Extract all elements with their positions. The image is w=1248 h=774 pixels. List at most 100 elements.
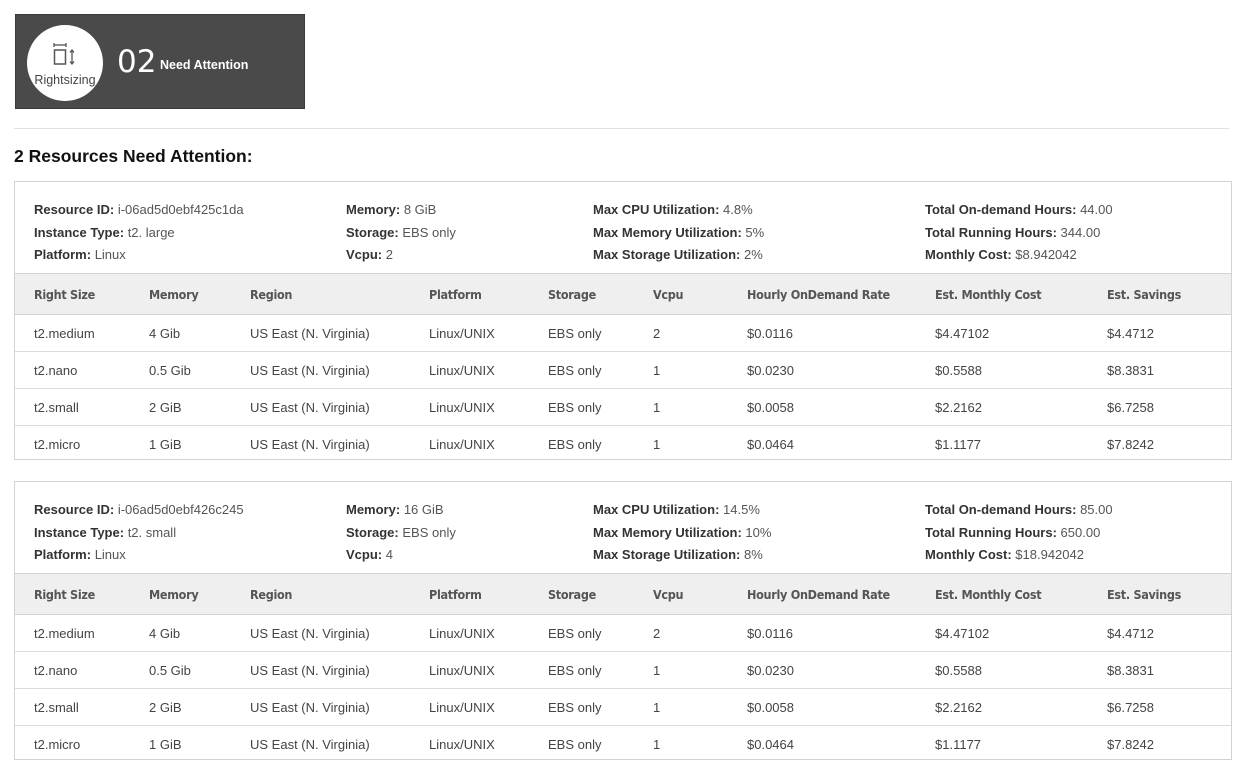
table-cell: $0.5588 [916,651,1088,689]
column-header: Est. Savings [1088,573,1231,615]
table-cell: EBS only [529,688,634,726]
storage-value: EBS only [402,524,456,540]
table-header-row: Right Size Memory Region Platform Storag… [15,573,1231,615]
table-row: t2.medium 4 Gib US East (N. Virginia) Linux… [15,614,1231,652]
resource-card: Resource ID: i-06ad5d0ebf426c245 Instanc… [14,481,1232,760]
summary-column-specs: Memory: 8 GiB Storage: EBS only Vcpu: 2 [346,199,456,267]
monthly-cost-value: $18.942042 [1015,547,1084,562]
rightsizing-label: Rightsizing [34,73,96,87]
memory-field: Memory: 8 GiB [346,199,456,222]
ondemand-hours-field: Total On-demand Hours: 85.00 [925,499,1113,522]
table-cell: $0.0230 [728,651,916,689]
table-cell: Linux/UNIX [429,436,495,452]
vcpu-field: Vcpu: 2 [346,244,456,267]
rightsize-options-table: Right Size Memory Region Platform Storag… [15,273,1231,463]
running-hours-label: Total Running Hours: [925,224,1057,240]
vcpu-value: 4 [385,547,393,562]
table-cell: 1 [634,651,728,689]
ondemand-hours-value: 44.00 [1080,202,1113,217]
table-cell: $0.0058 [728,688,916,726]
column-header: Region [231,573,410,615]
table-cell: $0.0116 [728,614,916,652]
ondemand-hours-label: Total On-demand Hours: [925,202,1077,217]
table-cell: $2.2162 [916,688,1088,726]
table-cell: Linux/UNIX [410,351,529,389]
table-cell: EBS only [529,388,634,426]
rightsize-options-table: Right Size Memory Region Platform Storag… [15,573,1231,763]
table-cell: $8.3831 [1088,651,1231,689]
column-header: Region [231,273,410,315]
table-cell: $0.0230 [728,351,916,389]
table-cell: 4 Gib [130,314,231,352]
table-cell: $2.2162 [916,388,1088,426]
vcpu-field: Vcpu: 4 [346,544,456,567]
max-cpu-value: 4.8% [723,202,753,217]
memory-field: Memory: 16 GiB [346,499,456,522]
max-cpu-field: Max CPU Utilization: 14.5% [593,499,771,522]
table-cell: US East (N. Virginia) [250,736,370,752]
column-header: Platform [410,573,529,615]
table-header-row: Right Size Memory Region Platform Storag… [15,273,1231,315]
table-cell: 4 Gib [130,614,231,652]
table-cell: 1 [653,736,661,752]
max-cpu-label: Max CPU Utilization: [593,502,720,517]
column-header: Est. Savings [1088,273,1231,315]
table-cell: 1 GiB [149,736,182,752]
memory-label: Memory: [346,502,401,517]
table-cell: US East (N. Virginia) [250,436,370,452]
column-header: Memory [130,573,231,615]
summary-column-utilization: Max CPU Utilization: 14.5% Max Memory Ut… [593,499,771,567]
resize-icon [53,43,75,66]
table-cell: 2 GiB [130,688,231,726]
table-row: t2.nano 0.5 Gib US East (N. Virginia) Linux… [15,651,1231,689]
table-row: t2.micro 1 GiB US East (N. Virginia) Linux/… [15,426,1231,463]
table-row: t2.medium 4 Gib US East (N. Virginia) Linux… [15,314,1231,352]
table-cell: Linux/UNIX [410,614,529,652]
ondemand-hours-field: Total On-demand Hours: 44.00 [925,199,1113,222]
column-header: Vcpu [634,273,728,315]
max-storage-label: Max Storage Utilization: [593,247,741,262]
page-title: 2 Resources Need Attention: [14,146,253,166]
summary-column-identity: Resource ID: i-06ad5d0ebf426c245 Instanc… [34,499,244,567]
vcpu-label: Vcpu: [346,547,383,562]
platform-label: Platform: [34,247,92,262]
table-cell: US East (N. Virginia) [231,351,410,389]
table-cell: $0.0464 [747,736,794,752]
table-cell: $4.47102 [916,614,1088,652]
ondemand-hours-value: 85.00 [1080,502,1113,517]
column-header: Storage [529,573,634,615]
max-memory-value: 10% [745,524,772,540]
table-cell: Linux/UNIX [429,736,495,752]
instance-type-field: Instance Type: t2. large [34,222,244,245]
rightsizing-summary-tile[interactable]: Rightsizing 02 Need Attention [15,14,305,109]
resource-id-field: Resource ID: i-06ad5d0ebf426c245 [34,499,244,522]
table-cell: t2.small [15,388,130,426]
table-cell: $6.7258 [1088,388,1231,426]
table-cell: t2.micro [34,736,81,752]
table-cell: EBS only [548,736,602,752]
resource-id-label: Resource ID: [34,202,115,217]
table-cell: t2.small [15,688,130,726]
summary-column-utilization: Max CPU Utilization: 4.8% Max Memory Uti… [593,199,764,267]
table-cell: t2.nano [15,651,130,689]
section-divider [14,128,1229,129]
table-cell: $0.0464 [747,436,794,452]
running-hours-value: 650.00 [1060,524,1101,540]
instance-type-field: Instance Type: t2. small [34,522,244,545]
table-cell: US East (N. Virginia) [231,314,410,352]
table-cell: EBS only [529,651,634,689]
storage-label: Storage: [346,524,399,540]
max-memory-label: Max Memory Utilization: [593,524,742,540]
platform-label: Platform: [34,547,92,562]
vcpu-value: 2 [385,247,393,262]
max-cpu-label: Max CPU Utilization: [593,202,720,217]
column-header: Est. Monthly Cost [916,273,1088,315]
table-row: t2.small 2 GiB US East (N. Virginia) Linux/… [15,388,1231,426]
resource-id-value: i-06ad5d0ebf426c245 [117,502,244,517]
table-cell: $8.3831 [1088,351,1231,389]
table-cell: t2.nano [15,351,130,389]
running-hours-field: Total Running Hours: 344.00 [925,222,1113,245]
rightsizing-badge: Rightsizing [27,25,103,101]
monthly-cost-field: Monthly Cost: $18.942042 [925,544,1113,567]
table-cell: 0.5 Gib [130,351,231,389]
